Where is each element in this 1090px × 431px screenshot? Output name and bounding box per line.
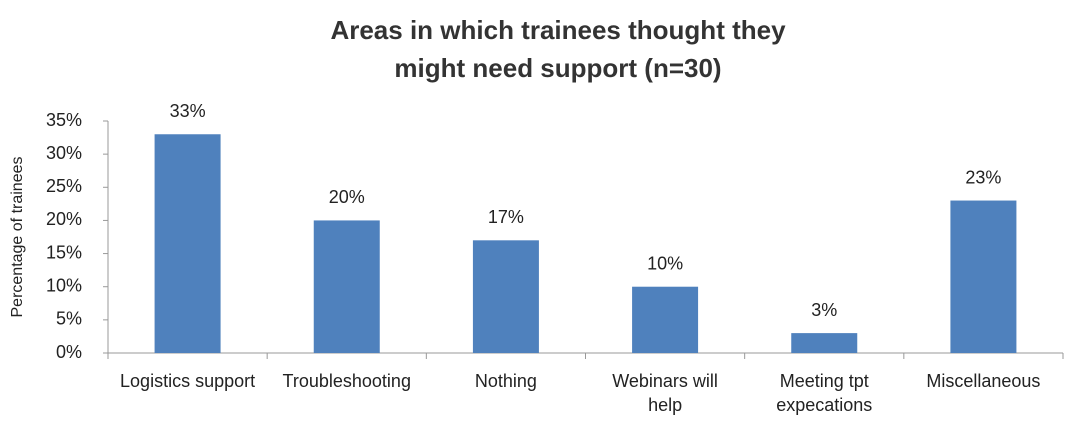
y-tick-label: 10% (46, 275, 82, 295)
data-label: 20% (329, 187, 365, 207)
x-tick-label: Nothing (474, 371, 537, 391)
y-axis-label: Percentage of trainees (9, 157, 26, 318)
chart-title: Areas in which trainees thought they (330, 15, 786, 45)
data-label: 10% (647, 253, 683, 273)
y-tick-label: 25% (46, 176, 82, 196)
y-tick-label: 35% (46, 110, 82, 130)
x-tick-label: Logistics support (120, 371, 256, 391)
y-tick-label: 5% (56, 309, 82, 329)
bar (472, 240, 539, 353)
data-label: 3% (811, 300, 837, 320)
y-tick-label: 15% (46, 242, 82, 262)
bar (950, 200, 1017, 353)
bar (154, 134, 221, 353)
bar (313, 220, 380, 353)
y-tick-label: 20% (46, 209, 82, 229)
x-tick-label-box: Logistics support (120, 371, 256, 391)
y-tick-label: 30% (46, 143, 82, 163)
x-tick-label-box: Meeting tpt expecations (776, 371, 873, 415)
bar (632, 286, 699, 353)
x-tick-label-box: Webinars will help (612, 371, 718, 415)
data-label: 23% (965, 167, 1001, 187)
x-tick-label: Troubleshooting (282, 371, 411, 391)
x-tick-label: Meeting tpt expecations (776, 371, 873, 415)
y-tick-label: 0% (56, 342, 82, 362)
chart-title: might need support (n=30) (394, 53, 721, 83)
data-label: 17% (488, 207, 524, 227)
bar (791, 333, 858, 353)
data-label: 33% (170, 101, 206, 121)
x-tick-label: Webinars will help (612, 371, 718, 415)
x-tick-label-box: Troubleshooting (282, 371, 411, 391)
x-tick-label-box: Miscellaneous (926, 371, 1041, 391)
x-tick-label-box: Nothing (474, 371, 537, 391)
x-tick-label: Miscellaneous (926, 371, 1041, 391)
